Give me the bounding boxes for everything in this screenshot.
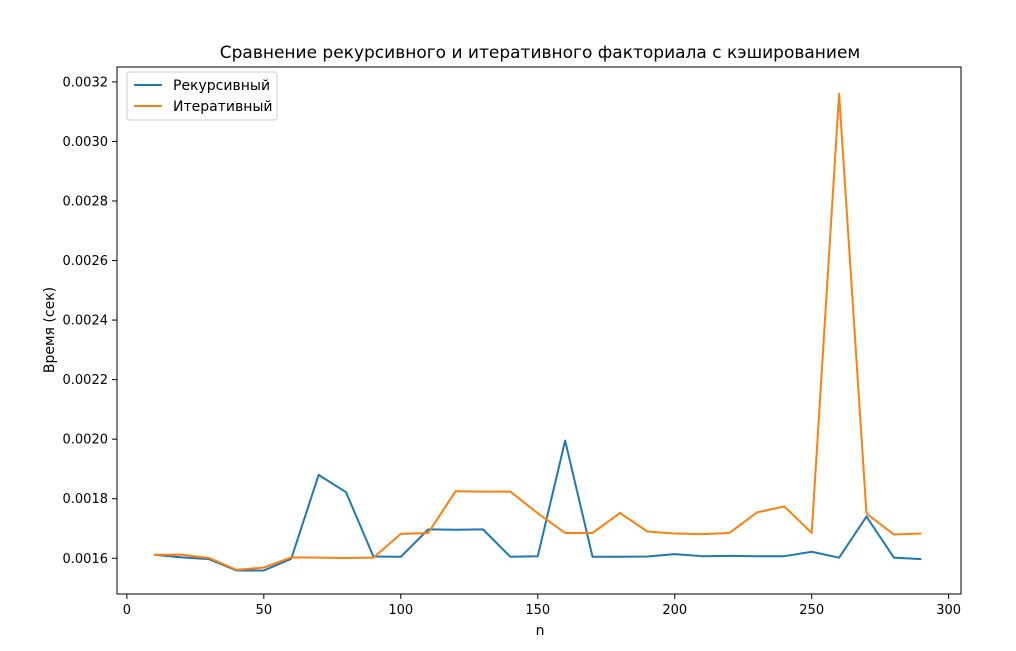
- y-tick-label: 0.0026: [63, 254, 109, 269]
- x-axis: 0 50 100 150 200 250 300: [123, 594, 961, 618]
- series-line-1: [154, 439, 922, 572]
- y-tick-label: 0.0022: [63, 373, 109, 388]
- legend-label-2: Итеративный: [173, 99, 273, 115]
- x-tick-label: 250: [799, 603, 824, 618]
- y-tick-label: 0.0018: [63, 492, 109, 507]
- series-line-2: [154, 92, 922, 571]
- chart-title: Сравнение рекурсивного и итеративного фа…: [220, 43, 861, 63]
- x-axis-label: n: [536, 623, 545, 639]
- x-tick-label: 50: [256, 603, 273, 618]
- y-axis-label: Время (сек): [42, 287, 58, 373]
- y-tick-label: 0.0030: [63, 135, 109, 150]
- x-tick-label: 0: [123, 603, 131, 618]
- y-axis: 0.0016 0.0018 0.0020 0.0022 0.0024 0.0026 0.00…: [63, 75, 117, 567]
- x-tick-label: 100: [388, 603, 413, 618]
- y-tick-label: 0.0032: [63, 75, 109, 90]
- y-tick-label: 0.0020: [63, 433, 109, 448]
- legend-label-1: Рекурсивный: [173, 78, 270, 94]
- legend: Рекурсивный Итеративный: [126, 71, 278, 121]
- y-tick-label: 0.0024: [63, 314, 109, 329]
- plot-frame: [116, 66, 962, 595]
- x-tick-label: 200: [662, 603, 687, 618]
- y-tick-label: 0.0016: [63, 552, 109, 567]
- x-tick-label: 300: [936, 603, 961, 618]
- x-tick-label: 150: [525, 603, 550, 618]
- legend-box: [126, 71, 278, 121]
- y-tick-label: 0.0028: [63, 194, 109, 209]
- series-layer: [154, 92, 922, 572]
